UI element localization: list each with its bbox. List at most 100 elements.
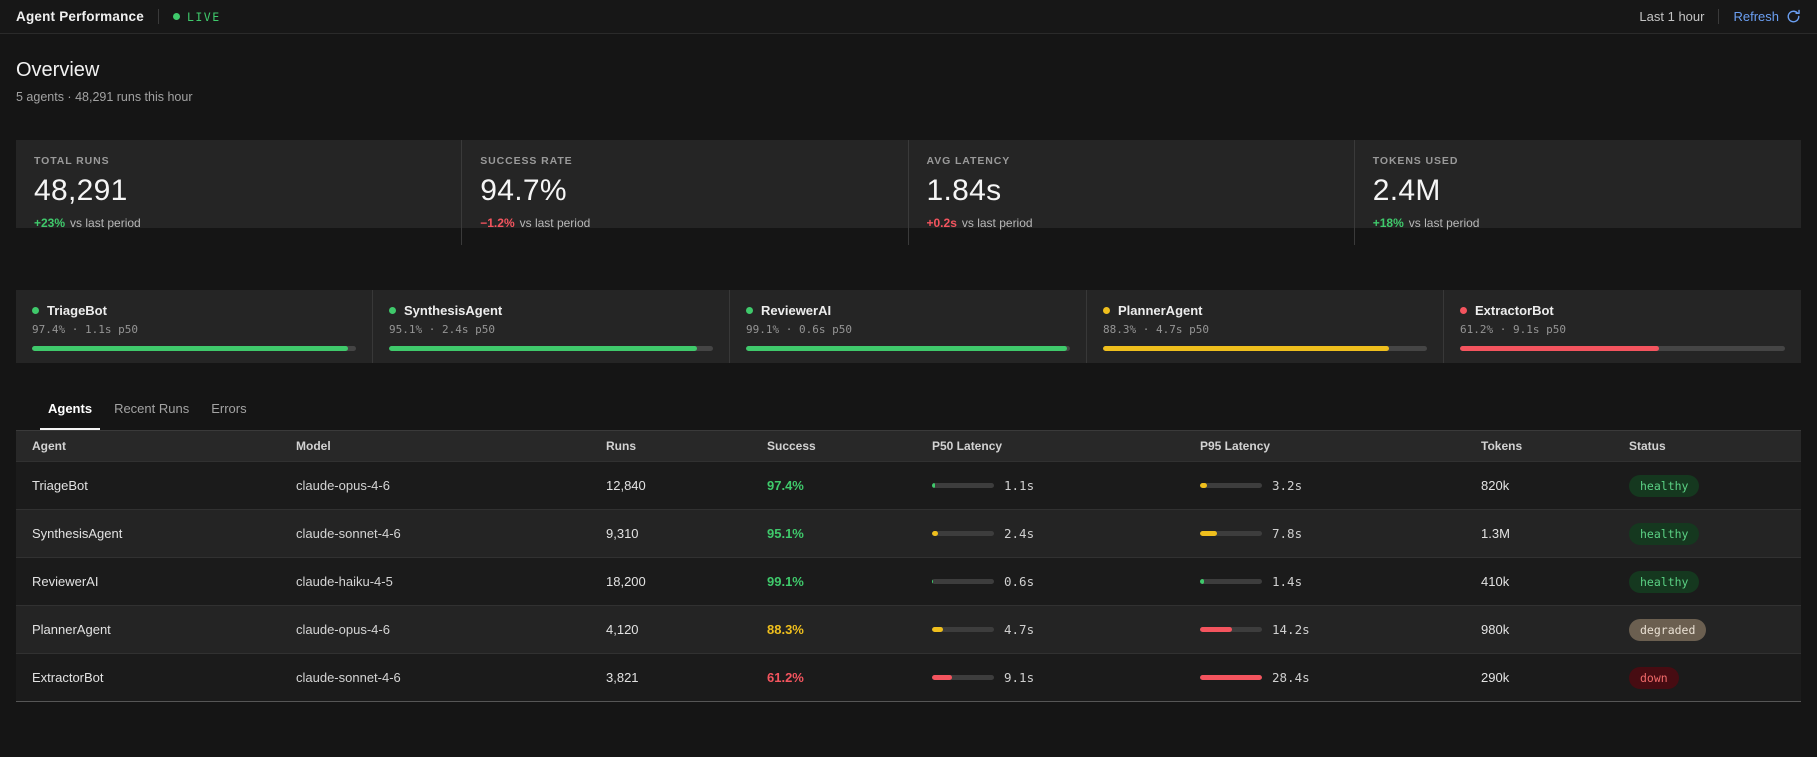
agent-progress-track [1103,346,1427,351]
latency-bar-track [1200,531,1262,536]
kpi-label: AVG LATENCY [926,155,1011,167]
page-subtitle: 5 agents · 48,291 runs this hour [16,90,193,104]
kpi-card: TOTAL RUNS 48,291 +23% vs last period [16,140,463,245]
latency-bar-fill [1200,483,1207,488]
refresh-icon [1786,9,1801,24]
cell-status: healthy [1613,474,1801,497]
cell-p50-latency: 9.1s [916,670,1184,685]
agent-progress-fill [1103,346,1390,351]
live-label: LIVE [186,9,221,24]
kpi-value: 94.7% [480,174,567,207]
latency-value: 1.1s [1004,478,1035,493]
cell-agent: SynthesisAgent [32,526,123,541]
agent-card: ReviewerAI 99.1% · 0.6s p50 [730,290,1087,363]
cell-model: claude-opus-4-6 [296,478,390,493]
kpi-delta-value: −1.2% [480,216,515,230]
agent-name: TriageBot [47,303,107,318]
kpi-delta-value: +18% [1372,216,1404,230]
column-header-agent: Agent [32,439,66,453]
table-row[interactable]: TriageBot claude-opus-4-6 12,840 97.4% 1… [16,461,1801,509]
latency-value: 7.8s [1272,526,1303,541]
cell-success: 97.4% [767,478,804,493]
refresh-button[interactable]: Refresh [1733,9,1801,24]
latency-bar-track [1200,483,1262,488]
column-header-tokens: Tokens [1481,439,1523,453]
latency-value: 3.2s [1272,478,1303,493]
kpi-delta: +23% vs last period [34,216,443,230]
cell-success: 99.1% [767,574,804,589]
latency-value: 1.4s [1272,574,1303,589]
table-row[interactable]: SynthesisAgent claude-sonnet-4-6 9,310 9… [16,509,1801,557]
latency-value: 2.4s [1004,526,1035,541]
latency-bar-track [932,675,994,680]
latency-value: 14.2s [1272,622,1310,637]
topbar-divider [1718,9,1720,24]
kpi-label: TOTAL RUNS [34,155,110,167]
table-row[interactable]: PlannerAgent claude-opus-4-6 4,120 88.3%… [16,605,1801,653]
cell-tokens: 290k [1481,670,1510,685]
kpi-delta: +18% vs last period [1373,216,1783,230]
latency-bar-track [932,483,994,488]
cell-runs: 12,840 [606,478,646,493]
latency-bar-track [1200,579,1262,584]
cell-status: healthy [1613,522,1801,545]
table-body: TriageBot claude-opus-4-6 12,840 97.4% 1… [16,461,1801,701]
agent-name: ExtractorBot [1475,303,1554,318]
agent-progress-track [389,346,713,351]
latency-bar-fill [932,675,953,680]
tab-item[interactable]: Agents [40,401,101,430]
kpi-delta-value: +0.2s [926,216,957,230]
agent-name: ReviewerAI [761,303,832,318]
agent-progress-fill [746,346,1068,351]
refresh-label: Refresh [1733,9,1779,24]
agent-progress-track [32,346,356,351]
kpi-value: 48,291 [34,174,128,207]
cell-tokens: 410k [1481,574,1510,589]
latency-bar-fill [932,531,938,536]
cell-model: claude-opus-4-6 [296,622,390,637]
latency-value: 28.4s [1272,670,1310,685]
agent-summary-row: TriageBot 97.4% · 1.1s p50 SynthesisAgen… [16,290,1801,363]
cell-p95-latency: 28.4s [1184,670,1465,685]
live-indicator: LIVE [172,9,221,24]
tab-item[interactable]: Recent Runs [114,401,190,416]
main-content: Overview 5 agents · 48,291 runs this hou… [0,59,1817,702]
time-range-button[interactable]: Last 1 hour [1639,9,1705,24]
agent-card: SynthesisAgent 95.1% · 2.4s p50 [373,290,730,363]
agent-stats: 95.1% · 2.4s p50 [389,323,495,336]
agents-table: Agent Model Runs Success P50 Latency P95… [16,430,1801,702]
status-badge: healthy [1629,570,1700,593]
agent-status-dot-icon [32,307,39,314]
agent-progress-track [746,346,1070,351]
latency-value: 9.1s [1004,670,1035,685]
kpi-card: SUCCESS RATE 94.7% −1.2% vs last period [462,140,909,245]
cell-agent: PlannerAgent [32,622,111,637]
status-badge: healthy [1629,522,1700,545]
latency-value: 4.7s [1004,622,1035,637]
latency-bar-track [932,627,994,632]
agent-progress-fill [389,346,698,351]
cell-p50-latency: 0.6s [916,574,1184,589]
agent-card: TriageBot 97.4% · 1.1s p50 [16,290,373,363]
table-header: Agent Model Runs Success P50 Latency P95… [16,430,1801,461]
tabs: Agents Recent Runs Errors [16,401,1801,430]
kpi-delta-note: vs last period [519,216,591,230]
column-header-p50-latency: P50 Latency [932,439,1003,453]
column-header-p95-latency: P95 Latency [1200,439,1271,453]
kpi-delta-note: vs last period [1408,216,1480,230]
latency-bar-track [1200,627,1262,632]
kpi-label: TOKENS USED [1372,155,1459,167]
table-row[interactable]: ExtractorBot claude-sonnet-4-6 3,821 61.… [16,653,1801,701]
cell-success: 95.1% [767,526,804,541]
status-badge: degraded [1629,618,1707,641]
cell-p50-latency: 1.1s [916,478,1184,493]
table-row[interactable]: ReviewerAI claude-haiku-4-5 18,200 99.1%… [16,557,1801,605]
kpi-card: AVG LATENCY 1.84s +0.2s vs last period [909,140,1355,245]
cell-runs: 18,200 [606,574,646,589]
live-dot-icon [172,13,180,20]
tab-item[interactable]: Errors [211,401,247,416]
kpi-value: 1.84s [926,174,1002,207]
cell-agent: TriageBot [32,478,88,493]
agent-stats: 99.1% · 0.6s p50 [746,323,852,336]
kpi-value: 2.4M [1372,174,1441,207]
